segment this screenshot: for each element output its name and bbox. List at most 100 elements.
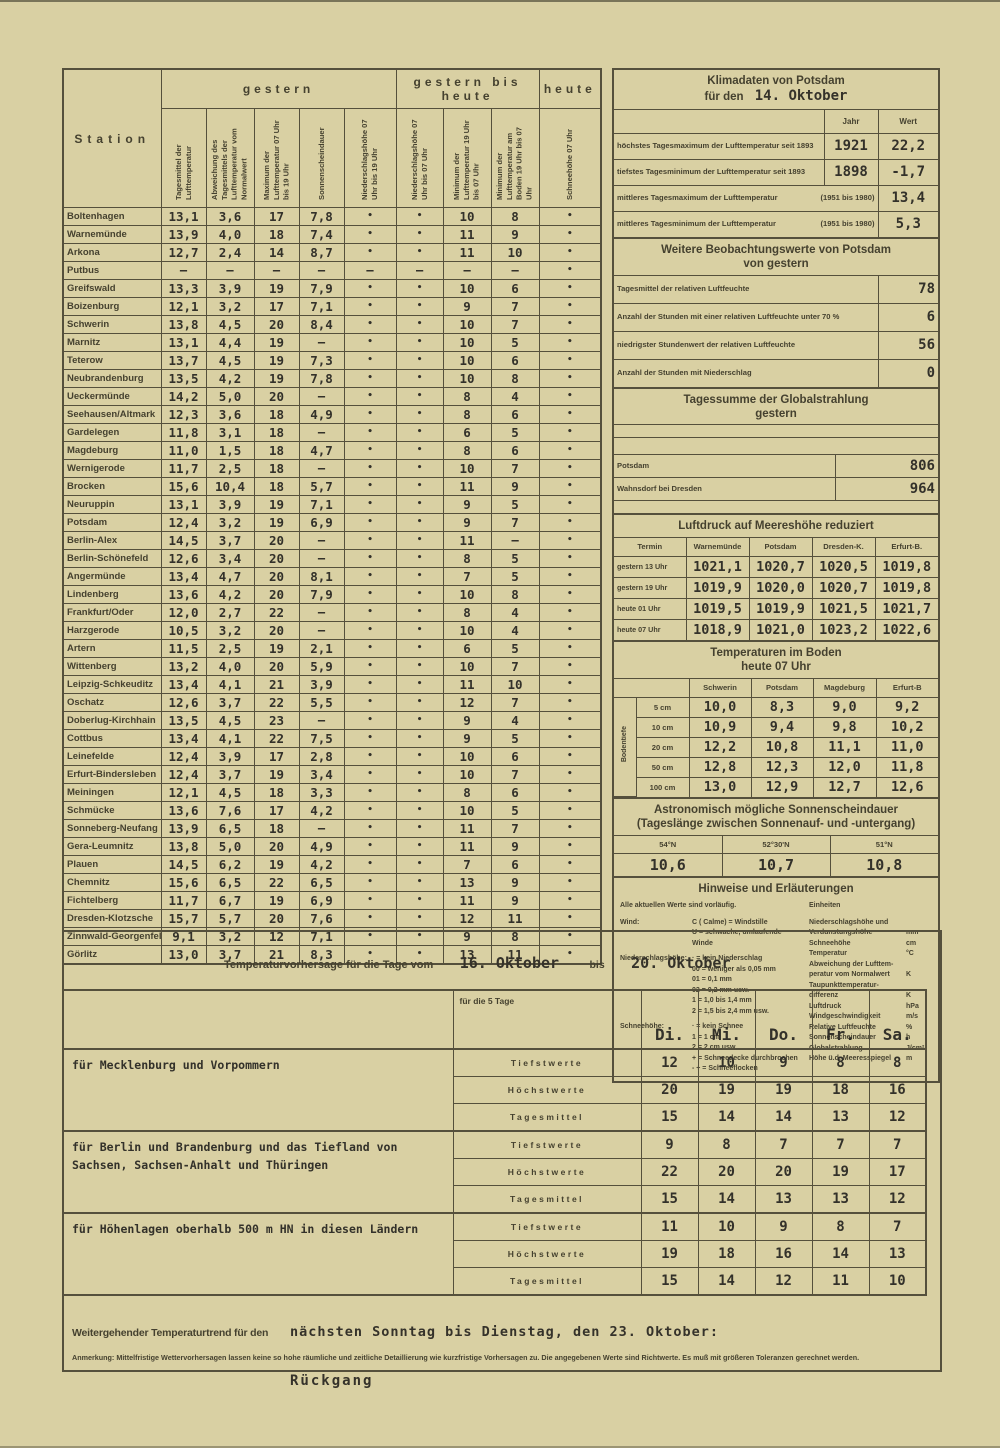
cell-value: – [298,387,345,406]
cell-value: • [538,801,602,820]
cell-value: 9 [442,297,492,316]
cell-value: 6,5 [298,873,345,892]
station-name: Leipzig-Schkeuditz [62,675,162,694]
cell-value: • [538,261,602,280]
unit-value: °C [906,950,914,958]
cell-value: 19 [253,369,300,388]
forecast-value: 8 [868,1048,927,1077]
boden-depth: 20 cm [636,736,690,758]
cell-value: 15,6 [160,477,207,496]
cell-value: • [538,477,602,496]
cell-value: 20 [253,657,300,676]
cell-value: • [395,459,444,478]
cell-value: 10 [442,801,492,820]
unit-label: Verdunstungshöhe [808,929,873,937]
cell-value: • [538,387,602,406]
cell-value: 7,5 [298,729,345,748]
klima-label: tiefstes Tagesminimum der Lufttemperatur… [614,158,825,186]
cell-value: • [343,495,397,514]
forecast-value: 7 [868,1212,927,1241]
sonnenschein-title: Astronomisch mögliche Sonnenscheindauer … [636,804,916,831]
forecast-value: 22 [640,1158,699,1186]
definition-label: Wind: [620,918,640,926]
cell-value: 7,3 [298,351,345,370]
cell-value: 18 [253,405,300,424]
beobachtung-label: Tagesmittel der relativen Luftfeuchte [614,274,879,304]
cell-value: • [343,405,397,424]
klimadaten-box: Klimadaten von Potsdam für den 14. Oktob… [612,68,940,239]
cell-value: • [395,801,444,820]
cell-value: – [298,261,345,280]
cell-value: – [298,549,345,568]
cell-value: 7,9 [298,279,345,298]
cell-value: • [538,657,602,676]
table-row: Görlitz 13,0 3,7 21 8,3 • • 13 11 • [62,945,602,965]
cell-value: 8 [442,405,492,424]
cell-value: 4,2 [205,585,255,604]
definition-line: 00 = weniger als 0,05 mm [692,965,776,973]
cell-value: 6 [490,351,540,370]
beobachtung-row: niedrigster Stundenwert der relativen Lu… [614,330,938,360]
cell-value: • [395,207,444,226]
klima-row: mittleres Tagesminimum der Lufttemperatu… [614,210,938,237]
beobachtung-label: niedrigster Stundenwert der relativen Lu… [614,330,879,360]
globalstrahlung-value: 964 [834,477,938,502]
table-row: Berlin-Alex 14,5 3,7 20– • • 11– • [62,531,602,550]
cell-value: 21 [253,675,300,694]
cell-value: 19 [253,639,300,658]
klima-wert: 13,4 [877,184,938,212]
luftdruck-value: 1020,5 [811,555,876,578]
luftdruck-termin: heute 01 Uhr [614,597,687,620]
cell-value: • [538,783,602,802]
cell-value: – [490,531,540,550]
station-name: Fichtelberg [62,891,162,910]
forecast-value: 11 [640,1212,699,1241]
cell-value: 4,1 [205,729,255,748]
cell-value: • [538,855,602,874]
beobachtung-row: Anzahl der Stunden mit einer relativen L… [614,302,938,332]
cell-value: 11 [442,891,492,910]
table-row: Neuruppin 13,1 3,9 19 7,1 • • 9 5 • [62,495,602,514]
beobachtung-label: Anzahl der Stunden mit Niederschlag [614,358,879,387]
station-name: Warnemünde [62,225,162,244]
cell-value: • [395,603,444,622]
luftdruck-value: 1018,9 [685,618,750,640]
boden-value: 11,0 [875,736,938,758]
table-row: Gera-Leumnitz 13,8 5,0 20 4,9 • • 11 9 • [62,837,602,856]
boden-title: Temperaturen im Boden heute 07 Uhr [710,646,842,674]
cell-value: – [298,333,345,352]
cell-value: • [395,729,444,748]
boden-header-row: Schwerin Potsdam Magdeburg Erfurt-B [614,677,938,697]
cell-value: 14,5 [160,531,207,550]
table-row: Wittenberg 13,2 4,0 20 5,9 • • 10 7 • [62,657,602,676]
table-row: Leinefelde 12,4 3,9 17 2,8 • • 10 6 • [62,747,602,766]
forecast-row: für Berlin und Brandenburg und das Tiefl… [62,1130,927,1214]
cell-value: 3,2 [205,621,255,640]
group-header-row: Station gestern gestern bis heute heute [62,68,602,208]
group-header-gestern-bis-heute: gestern bis heute [395,68,540,109]
cell-value: • [343,783,397,802]
cell-value: 7,8 [298,207,345,226]
table-row: Cottbus 13,4 4,1 22 7,5 • • 9 5 • [62,729,602,748]
cell-value: 5 [490,423,540,442]
cell-value: 6,5 [205,819,255,838]
luftdruck-row: heute 07 Uhr 1018,9 1021,0 1023,2 1022,6 [614,618,938,640]
unit-label: peratur vom Normalwert [808,971,890,979]
table-row: Angermünde 13,4 4,7 20 8,1 • • 7 5 • [62,567,602,586]
luftdruck-col-header: Potsdam [748,536,813,557]
luftdruck-value: 1020,7 [811,576,876,599]
cell-value: 12 [442,693,492,712]
cell-value: • [395,441,444,460]
forecast-value: 14 [811,1240,870,1268]
beobachtung-row: Anzahl der Stunden mit Niederschlag 0 [614,358,938,387]
cell-value: 13,7 [160,351,207,370]
cell-value: 4,2 [298,801,345,820]
unit-row: Schneehöhe cm [809,939,932,950]
station-column-header: Station [62,68,162,208]
cell-value: 13,5 [160,711,207,730]
table-row: Schmücke 13,6 7,6 17 4,2 • • 10 5 • [62,801,602,820]
cell-value: • [343,729,397,748]
boden-row: Bodentiefe 5 cm 10,0 8,3 9,0 9,2 [614,696,938,797]
forecast-value: 15 [640,1267,699,1296]
table-row: Harzgerode 10,5 3,2 20– • • 10 4 • [62,621,602,640]
